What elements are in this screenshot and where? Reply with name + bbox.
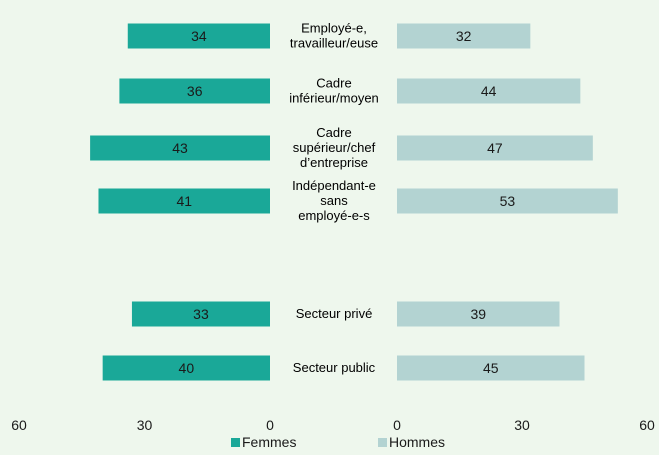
category-label-line: supérieur/chef [293, 140, 376, 155]
value-label-femmes-5: 40 [179, 360, 195, 376]
bar-hommes-3 [397, 188, 618, 214]
tick-label-left: 30 [137, 417, 153, 433]
legend-swatch-femmes [231, 438, 240, 447]
bar-femmes-0 [127, 23, 271, 49]
legend: Femmes Hommes [231, 434, 445, 450]
category-label-line: Employé-e, [301, 21, 367, 36]
bar-femmes-3 [98, 188, 270, 214]
hommes-bars: 32 44 47 53 39 45 [397, 23, 618, 381]
category-label-line: Cadre [316, 125, 351, 140]
category-label-5: Secteur public [293, 360, 376, 375]
bar-femmes-2 [90, 135, 270, 161]
category-label-line: inférieur/moyen [289, 91, 379, 106]
bar-femmes-5 [102, 355, 271, 381]
category-label-line: Secteur privé [296, 306, 373, 321]
tick-label-left: 0 [266, 417, 274, 433]
value-label-hommes-3: 53 [500, 193, 516, 209]
category-label-0: Employé-e, travailleur/euse [290, 21, 378, 51]
tick-label-right: 0 [393, 417, 401, 433]
value-label-hommes-2: 47 [487, 140, 503, 156]
category-label-3: Indépendant-e sans employé-e-s [292, 178, 376, 223]
category-label-line: sans [320, 193, 348, 208]
category-label-line: employé-e-s [298, 208, 370, 223]
bar-hommes-1 [397, 78, 581, 104]
value-label-hommes-0: 32 [456, 28, 472, 44]
legend-swatch-hommes [378, 438, 387, 447]
tick-label-right: 30 [514, 417, 530, 433]
category-label-4: Secteur privé [296, 306, 373, 321]
value-label-femmes-0: 34 [191, 28, 207, 44]
bar-hommes-4 [397, 301, 560, 327]
category-label-line: Cadre [316, 76, 351, 91]
axis-ticks: 60 30 0 0 30 60 [11, 417, 655, 433]
legend-label-hommes: Hommes [389, 434, 445, 450]
value-label-hommes-5: 45 [483, 360, 499, 376]
value-label-femmes-2: 43 [172, 140, 188, 156]
value-label-hommes-1: 44 [481, 83, 497, 99]
value-label-hommes-4: 39 [470, 306, 486, 322]
bar-hommes-2 [397, 135, 593, 161]
value-label-femmes-4: 33 [193, 306, 209, 322]
tick-label-left: 60 [11, 417, 27, 433]
legend-label-femmes: Femmes [242, 434, 296, 450]
femmes-bars: 34 36 43 41 33 40 [90, 23, 271, 381]
category-label-2: Cadre supérieur/chef d’entreprise [293, 125, 376, 170]
category-label-line: Indépendant-e [292, 178, 376, 193]
bar-femmes-1 [119, 78, 271, 104]
category-label-line: Secteur public [293, 360, 376, 375]
category-label-1: Cadre inférieur/moyen [289, 76, 379, 106]
tick-label-right: 60 [639, 417, 655, 433]
value-label-femmes-1: 36 [187, 83, 203, 99]
bar-hommes-0 [397, 23, 531, 49]
bar-femmes-4 [131, 301, 270, 327]
category-label-line: travailleur/euse [290, 36, 378, 51]
bar-hommes-5 [397, 355, 585, 381]
value-label-femmes-3: 41 [176, 193, 192, 209]
category-label-line: d’entreprise [300, 155, 368, 170]
